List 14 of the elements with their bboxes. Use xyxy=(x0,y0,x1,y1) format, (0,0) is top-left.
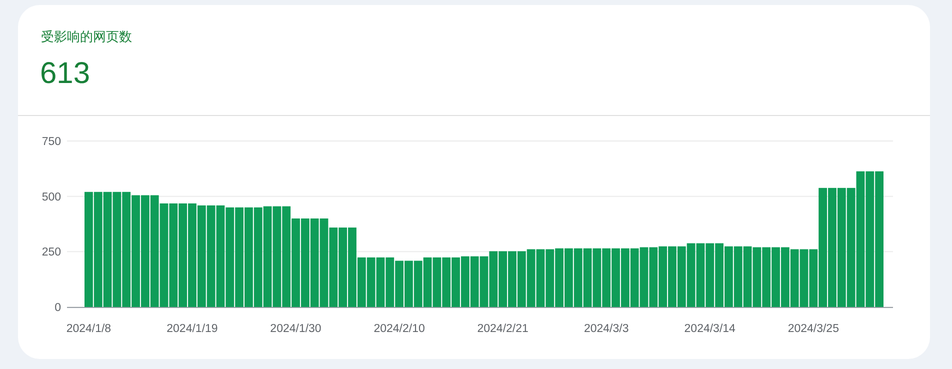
x-tick-label: 2024/1/30 xyxy=(270,323,322,335)
chart-title: 受影响的网页数 xyxy=(41,29,132,44)
y-tick-label: 750 xyxy=(42,136,61,148)
x-tick-label: 2024/3/14 xyxy=(684,323,736,335)
x-tick-label: 2024/3/3 xyxy=(584,323,629,335)
x-tick-label: 2024/1/19 xyxy=(166,323,218,335)
x-tick-label: 2024/3/25 xyxy=(788,323,839,335)
y-tick-label: 500 xyxy=(42,191,61,204)
y-tick-label: 0 xyxy=(54,302,61,314)
y-tick-label: 250 xyxy=(42,246,61,259)
x-tick-label: 2024/1/8 xyxy=(66,323,112,335)
chart-subtitle: 613 xyxy=(40,57,90,90)
x-tick-label: 2024/2/10 xyxy=(374,323,425,335)
x-tick-label: 2024/2/21 xyxy=(477,323,528,335)
